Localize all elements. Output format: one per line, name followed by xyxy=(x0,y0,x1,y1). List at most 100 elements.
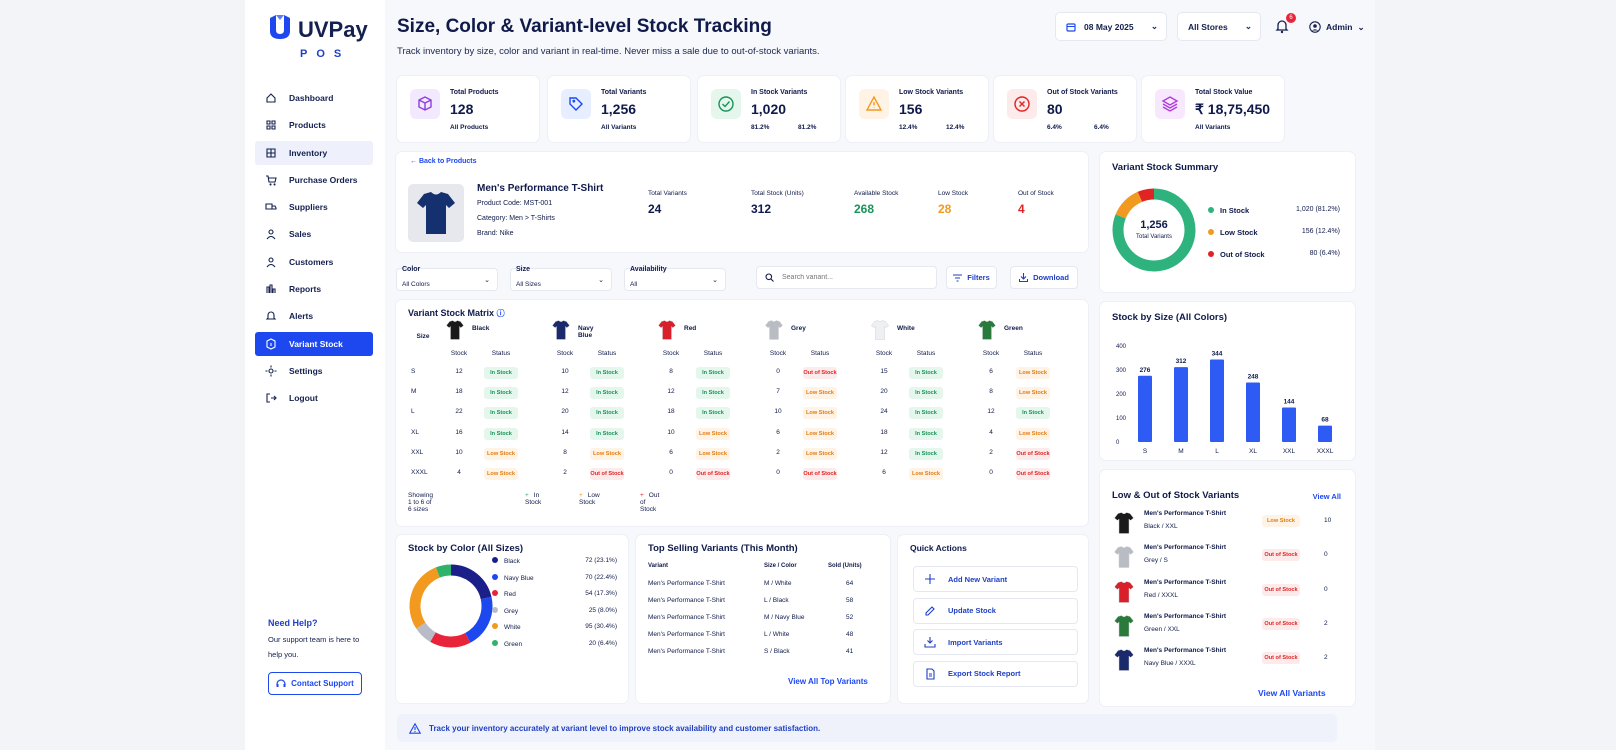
sidebar-item-dashboard[interactable]: Dashboard xyxy=(255,86,373,110)
stock-value: 0 xyxy=(776,368,780,375)
quick-action-export-stock-report[interactable]: Export Stock Report xyxy=(913,660,1078,687)
stock-value: 2 xyxy=(776,448,780,456)
quick-action-label: Add New Variant xyxy=(948,574,1008,584)
size-filter[interactable]: Size All Sizes ⌄ xyxy=(510,266,612,291)
reports-icon xyxy=(265,283,277,295)
date-value: 08 May 2025 xyxy=(1084,21,1134,32)
legend-dot xyxy=(492,623,498,629)
quick-action-add-new-variant[interactable]: Add New Variant xyxy=(913,566,1078,592)
legend-dot xyxy=(492,557,498,563)
stat-label: Total Variants xyxy=(601,89,647,96)
status-badge: Out of Stock xyxy=(803,367,837,379)
status-badge: In Stock xyxy=(909,407,943,420)
low-stock-item[interactable]: Men's Performance T-Shirt Red / XXXL Out o… xyxy=(1114,575,1344,609)
store-select[interactable]: All Stores ⌄ xyxy=(1177,12,1261,41)
top-selling-cell: Men's Performance T-Shirt xyxy=(648,614,725,621)
legend-value: 95 (30.4%) xyxy=(585,623,617,630)
date-picker[interactable]: 08 May 2025 ⌄ xyxy=(1055,12,1167,41)
view-all-variants-link[interactable]: View All Variants xyxy=(1258,688,1326,698)
matrix-legend-item: + Low Stock xyxy=(579,492,600,506)
summary-legend-item: Out of Stock 80 (6.4%) xyxy=(1208,250,1340,259)
sidebar-item-inventory[interactable]: Inventory xyxy=(255,140,373,165)
status-badge: In Stock xyxy=(696,407,730,420)
stock-value: 18 xyxy=(880,428,888,436)
supplier-icon xyxy=(265,201,277,213)
low-item-variant: Green / XXL xyxy=(1144,625,1180,633)
sidebar-item-sales[interactable]: Sales xyxy=(255,222,373,246)
user-menu[interactable]: Admin ⌄ xyxy=(1309,21,1365,33)
stat-card-in-stock-variants: In Stock Variants 1,020 81.2% 81.2% xyxy=(698,76,840,142)
sidebar-item-products[interactable]: Products xyxy=(255,113,373,137)
top-selling-cell: Men's Performance T-Shirt xyxy=(648,597,725,604)
legend-marker: + xyxy=(525,492,529,499)
status-badge: Low Stock xyxy=(1016,427,1050,440)
matrix-legend-item: + In Stock xyxy=(525,492,541,506)
sales-icon xyxy=(265,228,277,240)
product-metric-value: 4 xyxy=(1018,202,1025,216)
stat-value: 80 xyxy=(1047,101,1063,117)
low-stock-item[interactable]: Men's Performance T-Shirt Black / XXL Low … xyxy=(1114,506,1344,540)
variant-summary-title: Variant Stock Summary xyxy=(1112,162,1219,173)
view-all-link[interactable]: View All xyxy=(1312,492,1341,501)
showing-text: Showing 1 to 6 of 6 sizes xyxy=(408,492,433,513)
search-box[interactable] xyxy=(756,266,937,289)
stat-value: ₹ 18,75,450 xyxy=(1195,101,1271,117)
legend-value: 80 (6.4%) xyxy=(1309,250,1340,257)
sidebar-item-customers[interactable]: Customers xyxy=(255,250,373,274)
low-stock-item[interactable]: Men's Performance T-Shirt Grey / S Out of … xyxy=(1114,540,1344,574)
low-stock-item[interactable]: Men's Performance T-Shirt Navy Blue / XXX… xyxy=(1114,643,1344,677)
status-badge: In Stock xyxy=(590,387,624,400)
low-stock-item[interactable]: Men's Performance T-Shirt Green / XXL Out … xyxy=(1114,609,1344,643)
page-title: Size, Color & Variant-level Stock Tracki… xyxy=(397,16,772,37)
stat-value: 1,256 xyxy=(601,101,637,117)
stat-card-low-stock-variants: Low Stock Variants 156 12.4% 12.4% xyxy=(846,76,988,142)
stock-value: 20 xyxy=(561,408,569,416)
sidebar-item-variant-stock[interactable]: Variant Stock xyxy=(255,331,373,356)
help-text: Our support team is here to help you. xyxy=(268,635,360,659)
sidebar-item-logout[interactable]: Logout xyxy=(255,386,373,410)
quick-action-update-stock[interactable]: Update Stock xyxy=(913,597,1078,624)
stock-by-color-donut xyxy=(409,564,493,648)
bell-icon[interactable] xyxy=(1274,18,1290,34)
availability-filter-label: Availability xyxy=(630,266,667,273)
matrix-color-name: Navy Blue xyxy=(578,325,594,339)
sidebar-item-label: Suppliers xyxy=(289,202,328,213)
legend-name: Navy Blue xyxy=(504,574,534,582)
stat-label: Out of Stock Variants xyxy=(1047,89,1118,96)
back-link[interactable]: ← Back to Products xyxy=(410,158,477,165)
donut-slice-out-of-stock xyxy=(1137,188,1155,203)
sidebar-item-reports[interactable]: Reports xyxy=(255,277,373,301)
status-badge: Out of Stock xyxy=(1262,617,1300,630)
product-card: ← Back to Products Men's Performance T-S… xyxy=(396,152,1088,252)
color-filter-label: Color xyxy=(402,266,421,273)
color-filter[interactable]: Color All Colors ⌄ xyxy=(396,266,498,291)
status-badge: In Stock xyxy=(696,387,730,400)
sidebar-item-suppliers[interactable]: Suppliers xyxy=(255,195,373,219)
search-input[interactable] xyxy=(782,274,932,281)
stat-sub-2: 6.4% xyxy=(1094,124,1109,131)
box-icon xyxy=(410,89,440,119)
sidebar-item-alerts[interactable]: Alerts xyxy=(255,304,373,328)
sidebar-item-purchase-orders[interactable]: Purchase Orders xyxy=(255,168,373,192)
status-badge: Low Stock xyxy=(484,468,518,480)
status-badge: Out of Stock xyxy=(1262,583,1300,596)
view-all-top-variants-link[interactable]: View All Top Variants xyxy=(788,677,868,686)
color-legend-item: Navy Blue 70 (22.4%) xyxy=(492,573,617,582)
download-button[interactable]: Download xyxy=(1010,266,1078,289)
contact-support-button[interactable]: Contact Support xyxy=(268,672,362,695)
legend-value: 54 (17.3%) xyxy=(585,590,617,597)
sidebar-item-settings[interactable]: Settings xyxy=(255,359,373,383)
availability-filter[interactable]: Availability All ⌄ xyxy=(624,266,726,291)
footer-banner: Track your inventory accurately at varia… xyxy=(397,714,1337,742)
stock-col-header: Stock xyxy=(982,350,1000,357)
stock-value: 0 xyxy=(669,469,673,476)
legend-value: 1,020 (81.2%) xyxy=(1296,206,1340,213)
top-selling-cell: Men's Performance T-Shirt xyxy=(648,631,725,638)
color-filter-value: All Colors xyxy=(402,281,430,288)
stock-value: 2 xyxy=(563,469,567,476)
legend-name: Out of Stock xyxy=(1220,250,1265,259)
quick-action-import-variants[interactable]: Import Variants xyxy=(913,629,1078,655)
filters-button[interactable]: Filters xyxy=(946,266,997,289)
availability-filter-value: All xyxy=(630,281,638,288)
search-icon xyxy=(765,273,774,282)
